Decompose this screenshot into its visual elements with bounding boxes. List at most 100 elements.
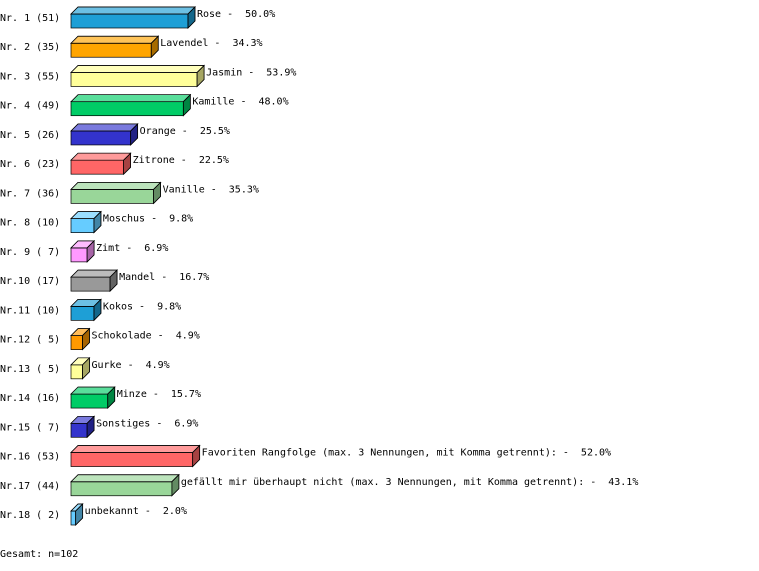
bar-label: Moschus - 9.8% — [103, 214, 193, 225]
bar-front — [70, 159, 125, 175]
category-name: Kokos — [103, 301, 133, 312]
value-label: 15.7% — [171, 389, 201, 400]
bar — [70, 298, 102, 322]
bar-front — [70, 189, 154, 204]
bar-side-shade — [123, 152, 131, 176]
category-name: Sonstiges — [96, 418, 150, 429]
separator: - — [211, 184, 217, 195]
bar-top-shade — [70, 269, 118, 278]
separator: - — [248, 67, 254, 78]
bar-side-shade — [187, 6, 196, 29]
separator: - — [145, 506, 151, 517]
bar-label: Mandel - 16.7% — [119, 272, 209, 283]
value-label: 34.3% — [232, 38, 262, 49]
bar-front — [70, 276, 111, 292]
separator: - — [158, 331, 164, 342]
row-label: Nr. 3 (55) — [0, 71, 60, 82]
bar — [70, 356, 91, 380]
bar-side-shade — [75, 503, 84, 526]
bar-top-shade — [70, 6, 196, 15]
bar-label: Jasmin - 53.9% — [206, 67, 296, 78]
bar-top-shade — [70, 386, 116, 395]
row-label: Nr. 1 (51) — [0, 13, 60, 24]
bar-front — [70, 335, 83, 350]
value-label: 35.3% — [229, 184, 259, 195]
bar-side-shade — [93, 298, 102, 322]
bar — [70, 473, 180, 497]
category-name: gefällt mir überhaupt nicht (max. 3 Nenn… — [181, 477, 584, 488]
bar — [70, 269, 118, 292]
value-label: 6.9% — [144, 243, 168, 254]
bar-side-shade — [130, 123, 139, 146]
bar-front — [70, 101, 184, 117]
bar-label: Kokos - 9.8% — [103, 301, 181, 312]
bar-top-shade — [70, 65, 205, 73]
separator: - — [214, 38, 220, 49]
bar-top-shade — [70, 94, 192, 103]
bar — [70, 64, 205, 88]
bar-side-shade — [86, 240, 95, 263]
bar-side-shade — [109, 269, 118, 292]
row-label: Nr.14 (16) — [0, 393, 60, 404]
category-name: Lavendel — [160, 38, 208, 49]
bar-front — [70, 306, 95, 321]
bar-front — [70, 42, 152, 58]
bar-front — [70, 247, 88, 263]
value-label: 2.0% — [163, 506, 187, 517]
bar-front — [70, 452, 194, 467]
separator: - — [126, 243, 132, 254]
category-name: Schokolade — [91, 331, 151, 342]
category-name: Kamille — [192, 97, 234, 108]
bar-front — [70, 13, 189, 29]
row-label: Nr.16 (53) — [0, 452, 60, 463]
bar-front — [70, 481, 173, 497]
bar-top-shade — [70, 445, 201, 453]
row-label: Nr.13 ( 5) — [0, 364, 60, 375]
bar-front — [70, 218, 95, 233]
bar — [70, 93, 192, 117]
bar-label: Zitrone - 22.5% — [133, 155, 229, 166]
bar-top-shade — [70, 123, 139, 132]
bar-side-shade — [171, 473, 180, 497]
value-label: 43.1% — [608, 477, 638, 488]
bar-label: Kamille - 48.0% — [192, 97, 288, 108]
bar — [70, 123, 139, 146]
bar — [70, 210, 102, 234]
value-label: 52.0% — [581, 448, 611, 459]
category-name: Vanille — [163, 184, 205, 195]
bar-label: unbekannt - 2.0% — [85, 506, 187, 517]
bar-front — [70, 393, 109, 409]
separator: - — [139, 301, 145, 312]
bar-front — [70, 422, 88, 438]
bar-side-shade — [196, 64, 205, 88]
separator: - — [227, 9, 233, 20]
value-label: 22.5% — [199, 155, 229, 166]
separator: - — [240, 97, 246, 108]
bar-label: Vanille - 35.3% — [163, 184, 259, 195]
separator: - — [590, 477, 596, 488]
bar-label: Schokolade - 4.9% — [91, 331, 199, 342]
bar-side-shade — [107, 386, 116, 409]
category-name: Mandel — [119, 272, 155, 283]
row-label: Nr. 7 (36) — [0, 188, 60, 199]
category-name: Orange — [140, 126, 176, 137]
bar-top-shade — [70, 35, 160, 44]
bar-label: Sonstiges - 6.9% — [96, 418, 198, 429]
value-label: 4.9% — [146, 360, 170, 371]
row-label: Nr. 9 ( 7) — [0, 247, 60, 258]
bar-front — [70, 510, 77, 526]
bar — [70, 444, 201, 468]
bar-side-shade — [150, 35, 159, 59]
separator: - — [182, 126, 188, 137]
bar-front — [70, 364, 83, 380]
value-label: 9.8% — [157, 301, 181, 312]
bar-top-shade — [70, 182, 162, 190]
category-name: Minze — [117, 389, 147, 400]
separator: - — [161, 272, 167, 283]
bar-side-shade — [82, 356, 90, 380]
bar-side-shade — [153, 181, 161, 205]
row-label: Nr.10 (17) — [0, 276, 60, 287]
row-label: Nr.12 ( 5) — [0, 335, 60, 346]
row-label: Nr.17 (44) — [0, 481, 60, 492]
footer: Gesamt: n=102 — [0, 549, 78, 560]
